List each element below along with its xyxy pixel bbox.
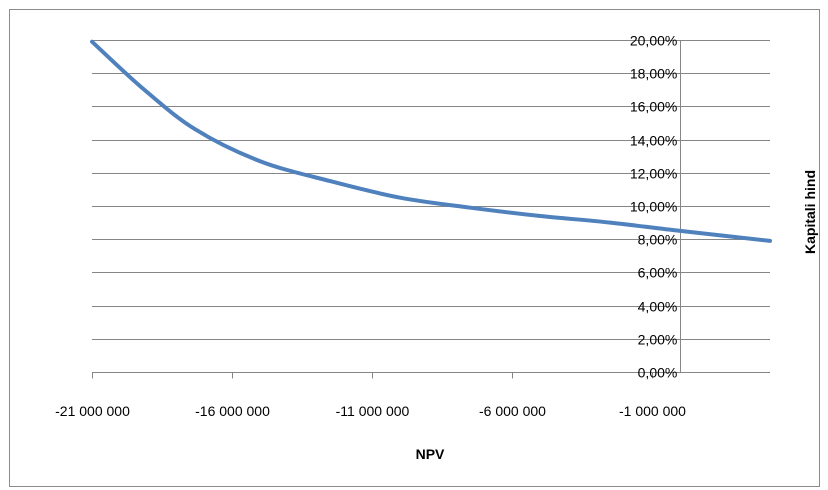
x-tick-labels: -21 000 000 -16 000 000 -11 000 000 -6 000 … <box>55 403 686 419</box>
y-tick-label: 12,00% <box>630 166 677 182</box>
x-axis-title: NPV <box>416 446 445 462</box>
y-tick-label: 20,00% <box>630 33 677 49</box>
y-tick-label: 16,00% <box>630 99 677 115</box>
y-tick-label: 2,00% <box>638 332 678 348</box>
y-tick-label: 6,00% <box>638 265 678 281</box>
x-tick-label: -1 000 000 <box>619 403 686 419</box>
x-tick-label: -21 000 000 <box>55 403 130 419</box>
y-tick-label: 0,00% <box>638 365 678 381</box>
x-tick-label: -11 000 000 <box>336 403 410 419</box>
gridlines <box>92 41 770 340</box>
y-tick-label: 14,00% <box>630 133 677 149</box>
y-axis-title: Kapitali hind <box>802 170 818 254</box>
x-tick-label: -16 000 000 <box>195 403 270 419</box>
x-tick-label: -6 000 000 <box>479 403 546 419</box>
y-tick-label: 10,00% <box>630 199 677 215</box>
y-tick-label: 8,00% <box>638 232 678 248</box>
y-tick-label: 18,00% <box>630 66 677 82</box>
y-tick-label: 4,00% <box>638 299 678 315</box>
y-tick-labels: 0,00% 2,00% 4,00% 6,00% 8,00% 10,00% 12,00% 14,… <box>630 33 677 381</box>
